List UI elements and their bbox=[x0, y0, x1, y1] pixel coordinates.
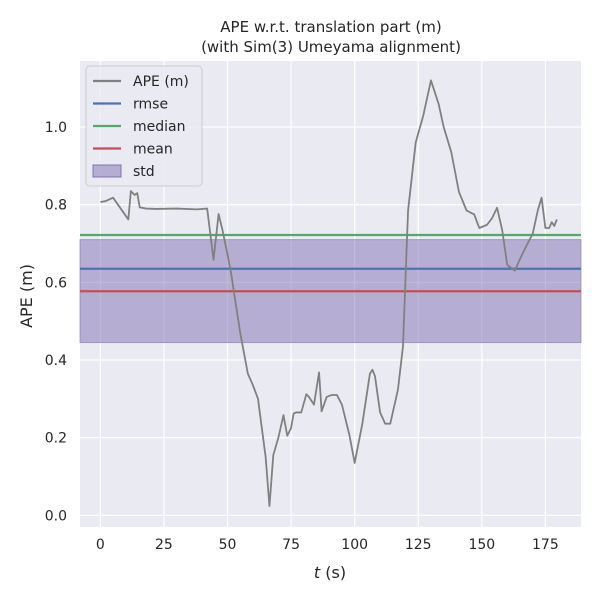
x-tick-label: 0 bbox=[96, 537, 105, 553]
x-axis-label-variable: t bbox=[314, 563, 321, 582]
chart-title: APE w.r.t. translation part (m) bbox=[220, 18, 441, 36]
x-tick-label: 100 bbox=[341, 537, 368, 553]
y-tick-label: 1.0 bbox=[45, 120, 67, 136]
x-tick-label: 50 bbox=[219, 537, 237, 553]
y-tick-label: 0.6 bbox=[45, 275, 67, 291]
y-axis-label: APE (m) bbox=[17, 264, 36, 328]
x-tick-label: 125 bbox=[405, 537, 432, 553]
x-tick-label: 150 bbox=[468, 537, 495, 553]
chart-subtitle: (with Sim(3) Umeyama alignment) bbox=[201, 38, 461, 56]
legend-label: std bbox=[133, 164, 155, 180]
x-tick-label: 75 bbox=[282, 537, 300, 553]
legend-label: median bbox=[133, 119, 185, 135]
x-tick-label: 25 bbox=[155, 537, 173, 553]
x-tick-label: 175 bbox=[532, 537, 559, 553]
tick-labels: 0 25 50 75 100 125 150 175 0.0 0.2 0.4 0.6 0.8 1.0 bbox=[45, 120, 559, 553]
y-tick-label: 0.4 bbox=[45, 353, 67, 369]
legend: APE (m) rmse median mean std bbox=[85, 65, 203, 187]
legend-swatch-std bbox=[92, 164, 122, 178]
y-tick-label: 0.2 bbox=[45, 431, 67, 447]
series-layer bbox=[80, 79, 581, 507]
y-tick-label: 0.8 bbox=[45, 198, 67, 214]
legend-label: mean bbox=[133, 142, 173, 158]
legend-label: APE (m) bbox=[133, 74, 189, 90]
ape-series-line bbox=[100, 79, 558, 507]
y-tick-label: 0.0 bbox=[45, 508, 67, 524]
x-axis-label: t (s) bbox=[314, 563, 346, 582]
legend-label: rmse bbox=[133, 97, 168, 113]
legend-frame bbox=[85, 65, 203, 187]
x-axis-label-unit: (s) bbox=[320, 563, 346, 582]
